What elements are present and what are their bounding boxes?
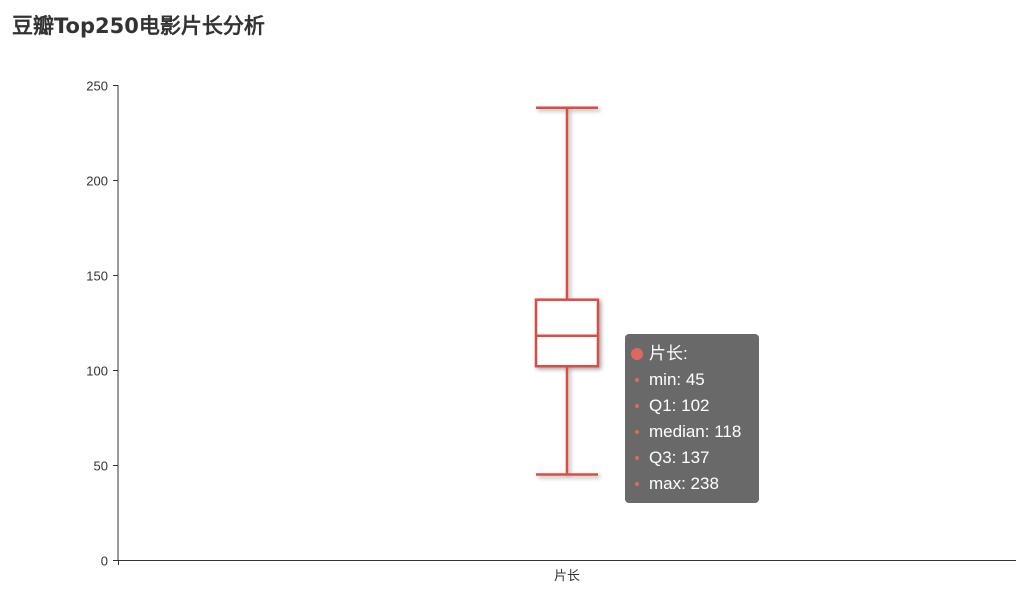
chart-title: 豆瓣Top250电影片长分析 [12, 14, 265, 38]
bullet-icon [635, 378, 639, 382]
x-tick-label: 片长 [554, 569, 580, 584]
tooltip-header: 片长: [631, 341, 759, 367]
y-axis: 0 50 100 150 200 250 [86, 79, 119, 569]
tooltip-header-label: 片长: [649, 344, 688, 363]
tooltip-row-text: Q3: 137 [649, 448, 710, 467]
tooltip: 片长: min: 45 Q1: 102 median: 118 Q3: 137 … [625, 334, 759, 503]
bullet-icon [635, 404, 639, 408]
tooltip-row-text: Q1: 102 [649, 396, 710, 415]
bullet-icon [635, 430, 639, 434]
y-tick-label: 0 [101, 554, 108, 569]
box-0 [534, 106, 600, 476]
tooltip-row-median: median: 118 [631, 419, 759, 445]
tooltip-row-min: min: 45 [631, 367, 759, 393]
tooltip-row-max: max: 238 [631, 471, 759, 497]
x-axis: 片长 [118, 560, 1016, 584]
y-tick-label: 150 [86, 269, 108, 284]
tooltip-row-text: median: 118 [649, 422, 742, 441]
bullet-icon [635, 482, 639, 486]
tooltip-row-q3: Q3: 137 [631, 445, 759, 471]
series-marker-icon [631, 348, 643, 360]
tooltip-row-text: min: 45 [649, 370, 705, 389]
bullet-icon [635, 456, 639, 460]
box-iqr [534, 298, 600, 368]
y-tick-label: 100 [86, 364, 108, 379]
tooltip-row-q1: Q1: 102 [631, 393, 759, 419]
y-tick-label: 250 [86, 79, 108, 94]
y-tick-label: 200 [86, 174, 108, 189]
boxplot-series[interactable] [534, 106, 600, 476]
tooltip-row-text: max: 238 [649, 474, 719, 493]
y-tick-label: 50 [94, 459, 108, 474]
